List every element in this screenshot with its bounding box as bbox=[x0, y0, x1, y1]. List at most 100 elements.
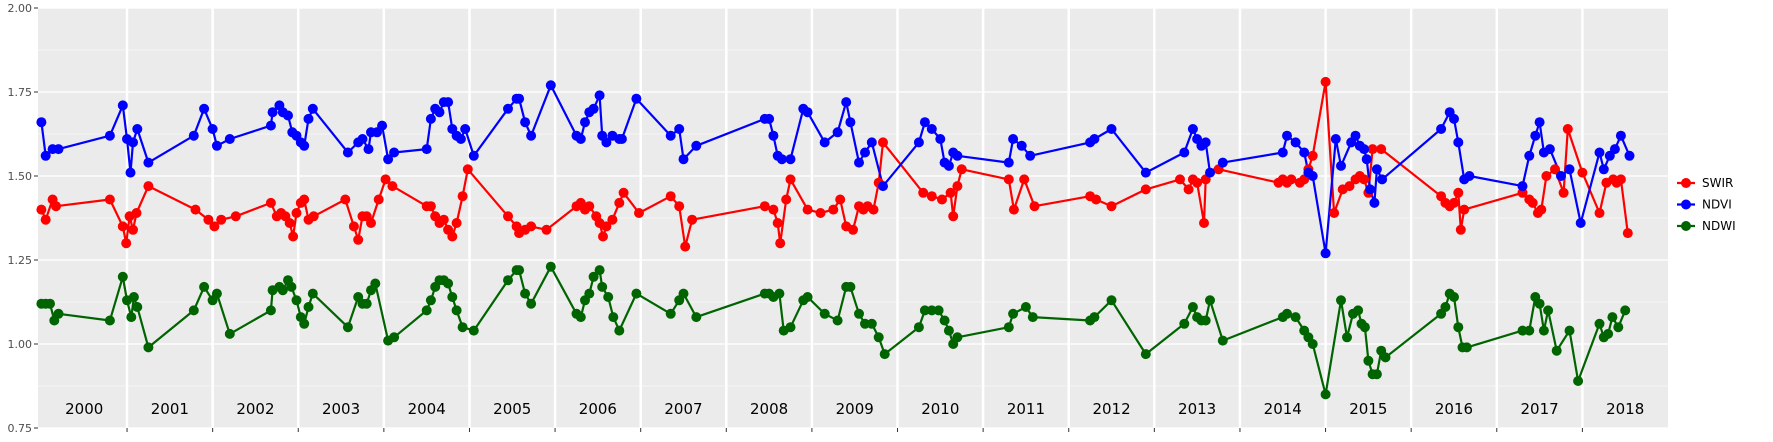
year-label-2017: 2017 bbox=[1520, 400, 1558, 418]
year-label-2009: 2009 bbox=[836, 400, 874, 418]
data-point-ndwi bbox=[117, 271, 128, 282]
data-point-ndvi bbox=[1336, 160, 1346, 171]
data-point-ndvi bbox=[588, 103, 599, 114]
data-point-ndvi bbox=[1179, 147, 1190, 158]
data-point-ndvi bbox=[594, 90, 605, 101]
data-point-swir bbox=[848, 224, 858, 235]
data-point-ndvi bbox=[1365, 184, 1376, 195]
data-point-ndvi bbox=[926, 124, 937, 134]
data-point-ndwi bbox=[1359, 322, 1370, 333]
data-point-ndvi bbox=[845, 117, 856, 128]
data-point-ndwi bbox=[1003, 322, 1014, 333]
data-point-ndwi bbox=[361, 298, 372, 309]
data-point-ndvi bbox=[601, 137, 612, 148]
data-point-ndvi bbox=[40, 150, 51, 161]
grid-lines bbox=[38, 7, 1668, 429]
data-point-ndwi bbox=[447, 292, 458, 302]
data-point-ndwi bbox=[370, 278, 381, 289]
y-tick-label: 1.75 bbox=[8, 86, 33, 99]
data-point-ndvi bbox=[545, 80, 556, 91]
data-point-ndvi bbox=[866, 137, 877, 148]
data-point-ndwi bbox=[873, 332, 884, 343]
data-point-ndwi bbox=[199, 281, 210, 292]
data-point-ndwi bbox=[211, 288, 222, 299]
legend-key-point-ndvi bbox=[1681, 199, 1691, 210]
data-point-swir bbox=[230, 211, 241, 222]
data-point-ndwi bbox=[514, 265, 525, 276]
data-point-ndwi bbox=[1106, 295, 1117, 306]
year-label-2014: 2014 bbox=[1264, 400, 1302, 418]
data-point-ndvi bbox=[125, 167, 136, 178]
data-point-ndvi bbox=[1609, 144, 1620, 155]
data-point-ndvi bbox=[434, 107, 445, 118]
data-point-ndwi bbox=[277, 285, 288, 296]
data-point-swir bbox=[1594, 208, 1605, 218]
data-point-ndvi bbox=[357, 134, 368, 144]
data-point-ndwi bbox=[1205, 295, 1215, 306]
data-point-ndvi bbox=[267, 107, 278, 118]
data-point-ndwi bbox=[845, 281, 856, 292]
data-point-ndvi bbox=[1187, 124, 1198, 134]
data-point-swir bbox=[121, 238, 132, 249]
data-point-ndvi bbox=[1534, 117, 1545, 128]
data-point-swir bbox=[143, 181, 154, 192]
data-point-ndvi bbox=[1449, 113, 1459, 124]
data-point-ndwi bbox=[1187, 302, 1198, 312]
data-point-swir bbox=[203, 214, 214, 225]
data-point-ndwi bbox=[53, 308, 64, 319]
data-point-ndvi bbox=[383, 154, 394, 165]
data-point-swir bbox=[387, 181, 398, 192]
data-point-ndvi bbox=[1290, 137, 1301, 148]
data-point-ndwi bbox=[389, 332, 400, 343]
data-point-ndwi bbox=[691, 312, 702, 323]
data-point-ndwi bbox=[1217, 335, 1228, 346]
data-point-swir bbox=[462, 164, 473, 175]
data-point-swir bbox=[1019, 174, 1030, 185]
data-point-swir bbox=[299, 194, 310, 205]
data-point-swir bbox=[1453, 187, 1464, 198]
data-point-swir bbox=[665, 191, 676, 202]
data-point-ndwi bbox=[457, 322, 468, 333]
data-point-swir bbox=[1459, 204, 1470, 215]
data-point-ndwi bbox=[1140, 349, 1151, 360]
data-point-ndvi bbox=[952, 150, 963, 161]
data-point-ndwi bbox=[1027, 312, 1038, 323]
data-point-ndwi bbox=[1573, 376, 1584, 386]
data-point-ndvi bbox=[616, 134, 627, 144]
data-point-swir bbox=[768, 204, 779, 215]
data-point-ndwi bbox=[1353, 305, 1364, 316]
data-point-ndwi bbox=[1440, 302, 1451, 312]
data-point-ndwi bbox=[1524, 325, 1535, 336]
data-point-ndwi bbox=[1449, 292, 1459, 302]
data-point-swir bbox=[1199, 218, 1209, 228]
data-point-ndvi bbox=[377, 120, 388, 131]
data-point-ndvi bbox=[802, 107, 813, 118]
data-point-ndvi bbox=[841, 97, 852, 108]
data-point-swir bbox=[1615, 174, 1626, 185]
data-point-ndwi bbox=[802, 292, 813, 302]
data-point-swir bbox=[1558, 187, 1569, 198]
y-tick-label: 2.00 bbox=[8, 2, 33, 15]
data-point-swir bbox=[618, 187, 629, 198]
data-point-ndvi bbox=[580, 117, 590, 128]
data-point-ndvi bbox=[520, 117, 531, 128]
data-point-ndvi bbox=[443, 97, 454, 108]
data-point-ndvi bbox=[132, 124, 143, 134]
data-point-swir bbox=[1175, 174, 1185, 185]
data-point-ndwi bbox=[503, 275, 513, 286]
data-point-ndwi bbox=[678, 288, 689, 299]
data-point-ndvi bbox=[854, 157, 864, 168]
data-point-ndvi bbox=[188, 130, 199, 141]
data-point-swir bbox=[380, 174, 391, 185]
data-point-ndwi bbox=[933, 305, 944, 316]
data-point-swir bbox=[291, 208, 302, 218]
data-point-ndwi bbox=[819, 308, 830, 319]
data-point-swir bbox=[815, 208, 826, 218]
data-point-ndvi bbox=[575, 134, 586, 144]
data-point-ndwi bbox=[443, 278, 454, 289]
data-point-ndvi bbox=[1008, 134, 1019, 144]
data-point-swir bbox=[1091, 194, 1102, 205]
data-point-swir bbox=[1562, 124, 1573, 134]
data-point-ndvi bbox=[1624, 150, 1635, 161]
data-point-ndwi bbox=[575, 312, 586, 323]
